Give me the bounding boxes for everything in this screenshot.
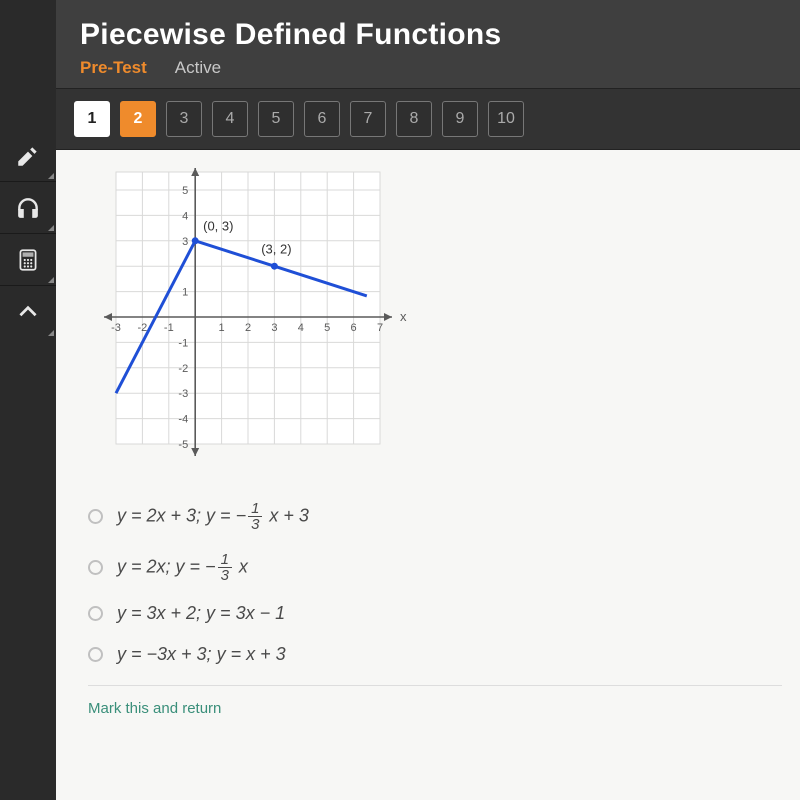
- question-6[interactable]: 6: [304, 101, 340, 137]
- svg-text:4: 4: [298, 322, 304, 334]
- svg-text:-2: -2: [178, 363, 188, 375]
- radio-icon: [88, 606, 103, 621]
- question-9[interactable]: 9: [442, 101, 478, 137]
- collapse-tool[interactable]: [0, 286, 56, 338]
- svg-text:4: 4: [182, 210, 188, 222]
- main-panel: Piecewise Defined Functions Pre-Test Acti…: [56, 0, 800, 800]
- svg-text:-3: -3: [178, 388, 188, 400]
- question-nav: 123456789 10: [56, 88, 800, 150]
- question-7[interactable]: 7: [350, 101, 386, 137]
- svg-text:-4: -4: [178, 414, 188, 426]
- question-8[interactable]: 8: [396, 101, 432, 137]
- answer-option-3[interactable]: y = 3x + 2; y = 3x − 1: [88, 603, 782, 624]
- svg-text:3: 3: [271, 322, 277, 334]
- answer-text: y = −3x + 3; y = x + 3: [117, 644, 286, 665]
- tab-active[interactable]: Active: [175, 58, 221, 78]
- svg-text:6: 6: [351, 322, 357, 334]
- question-1[interactable]: 1: [74, 101, 110, 137]
- audio-tool[interactable]: [0, 182, 56, 234]
- answer-option-1[interactable]: y = 2x + 3; y = −13 x + 3: [88, 501, 782, 532]
- question-4[interactable]: 4: [212, 101, 248, 137]
- subtabs: Pre-Test Active: [80, 58, 776, 78]
- answer-text: y = 2x + 3; y = −13 x + 3: [117, 501, 309, 532]
- calculator-tool[interactable]: [0, 234, 56, 286]
- svg-text:7: 7: [377, 322, 383, 334]
- left-toolbar: [0, 0, 56, 800]
- header: Piecewise Defined Functions Pre-Test Acti…: [56, 0, 800, 88]
- svg-text:-1: -1: [178, 337, 188, 349]
- svg-text:5: 5: [182, 185, 188, 197]
- svg-text:-5: -5: [178, 439, 188, 451]
- question-5[interactable]: 5: [258, 101, 294, 137]
- answer-list: y = 2x + 3; y = −13 x + 3 y = 2x; y = −13…: [88, 501, 782, 665]
- graph: -3 -2 -1 1 2 3 4 5 6 7 -5 -4 -3 -2 -1 1 3 4 5 x (0, 3) (3, 2): [88, 162, 782, 477]
- radio-icon: [88, 560, 103, 575]
- answer-text: y = 3x + 2; y = 3x − 1: [117, 603, 285, 624]
- svg-text:(0, 3): (0, 3): [203, 219, 233, 234]
- svg-text:5: 5: [324, 322, 330, 334]
- answer-option-4[interactable]: y = −3x + 3; y = x + 3: [88, 644, 782, 665]
- mark-return-link[interactable]: Mark this and return: [88, 685, 782, 717]
- highlighter-tool[interactable]: [0, 130, 56, 182]
- question-2[interactable]: 2: [120, 101, 156, 137]
- content-area: -3 -2 -1 1 2 3 4 5 6 7 -5 -4 -3 -2 -1 1 3 4 5 x (0, 3) (3, 2)…: [56, 150, 800, 800]
- svg-text:3: 3: [182, 236, 188, 248]
- svg-text:1: 1: [219, 322, 225, 334]
- radio-icon: [88, 509, 103, 524]
- answer-text: y = 2x; y = −13 x: [117, 552, 248, 583]
- svg-text:-1: -1: [164, 322, 174, 334]
- page-title: Piecewise Defined Functions: [80, 18, 776, 52]
- svg-text:1: 1: [182, 287, 188, 299]
- svg-text:-2: -2: [138, 322, 148, 334]
- svg-text:2: 2: [245, 322, 251, 334]
- radio-icon: [88, 647, 103, 662]
- question-3[interactable]: 3: [166, 101, 202, 137]
- svg-text:-3: -3: [111, 322, 121, 334]
- tab-pretest[interactable]: Pre-Test: [80, 58, 147, 78]
- question-10[interactable]: 10: [488, 101, 524, 137]
- svg-text:x: x: [400, 309, 407, 324]
- answer-option-2[interactable]: y = 2x; y = −13 x: [88, 552, 782, 583]
- svg-text:(3, 2): (3, 2): [261, 242, 291, 257]
